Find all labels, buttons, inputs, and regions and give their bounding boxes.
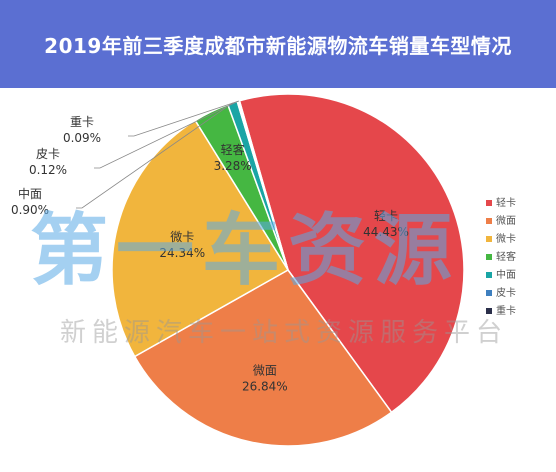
legend-label-6: 重卡 xyxy=(496,304,516,317)
legend-label-4: 中面 xyxy=(496,268,516,281)
legend-swatch-2 xyxy=(486,236,492,242)
legend-swatch-5 xyxy=(486,290,492,296)
slice-value-3: 3.28% xyxy=(214,159,252,173)
legend-swatch-6 xyxy=(486,308,492,314)
slice-label-1: 微面 xyxy=(253,364,277,378)
legend-swatch-3 xyxy=(486,254,492,260)
slice-label-5: 皮卡 xyxy=(36,147,60,161)
slice-value-1: 26.84% xyxy=(242,380,288,394)
legend-swatch-1 xyxy=(486,218,492,224)
chart-title: 2019年前三季度成都市新能源物流车销量车型情况 xyxy=(44,33,512,58)
legend-swatch-4 xyxy=(486,272,492,278)
pie-slice-2 xyxy=(111,119,290,358)
slice-value-5: 0.12% xyxy=(29,163,67,177)
legend-label-1: 微面 xyxy=(496,214,516,227)
leader-line-6 xyxy=(128,100,240,137)
title-bar: 2019年前三季度成都市新能源物流车销量车型情况 xyxy=(0,0,556,88)
slice-label-4: 中面 xyxy=(18,186,42,201)
leader-line-5 xyxy=(94,100,239,169)
leader-line-4 xyxy=(76,102,233,209)
slice-label-2: 微卡 xyxy=(170,230,194,244)
legend-label-2: 微卡 xyxy=(496,232,516,245)
slice-value-2: 24.34% xyxy=(159,246,205,260)
slice-labels: 轻卡 44.43% 微面 26.84% 微卡 24.34% 轻客 3.28% 中面 0.90% 皮卡… xyxy=(11,115,409,394)
chart-area: 轻卡 44.43% 微面 26.84% 微卡 24.34% 轻客 3.28% 中面 0.90% 皮卡… xyxy=(0,88,556,468)
slice-label-6: 重卡 xyxy=(70,115,94,129)
slice-value-6: 0.09% xyxy=(63,131,101,145)
legend-label-5: 皮卡 xyxy=(496,286,516,299)
legend-swatch-0 xyxy=(486,200,492,206)
pie-slices xyxy=(111,93,465,447)
pie-slice-0 xyxy=(238,93,465,414)
slice-value-4: 0.90% xyxy=(11,203,49,217)
slice-label-3: 轻客 xyxy=(221,142,245,157)
legend-label-3: 轻客 xyxy=(496,250,516,263)
pie-slice-1 xyxy=(133,269,393,447)
leader-lines xyxy=(76,100,240,209)
legend-label-0: 轻卡 xyxy=(496,196,516,209)
slice-value-0: 44.43% xyxy=(363,225,409,239)
slice-label-0: 轻卡 xyxy=(374,209,398,223)
pie-chart: 轻卡 44.43% 微面 26.84% 微卡 24.34% 轻客 3.28% 中面 0.90% 皮卡… xyxy=(11,93,516,447)
